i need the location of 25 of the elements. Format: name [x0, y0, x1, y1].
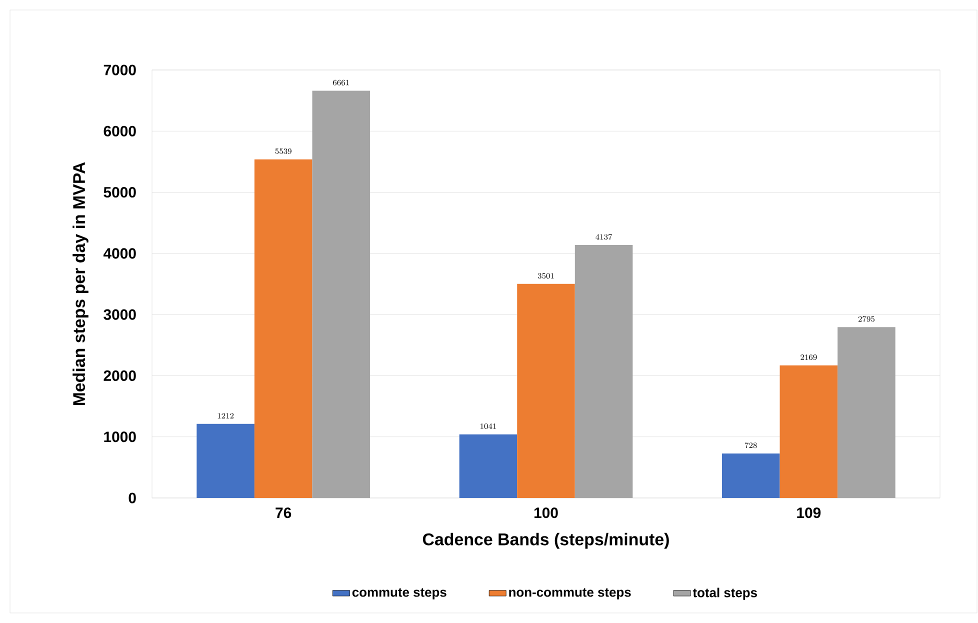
y-tick-label: 6000	[104, 126, 136, 136]
bar	[517, 284, 575, 498]
bar	[838, 327, 896, 498]
y-tick-label: 5000	[104, 186, 136, 198]
x-tick-label: 109	[797, 508, 821, 518]
bar	[722, 453, 780, 498]
x-tick-label: 100	[534, 508, 558, 518]
y-tick-label: 2000	[104, 370, 136, 381]
bar	[459, 434, 518, 498]
y-tick-label: 4000	[103, 248, 136, 259]
x-tick-label: 76	[276, 508, 292, 518]
bar	[312, 90, 370, 498]
bar	[196, 424, 254, 498]
x-axis-title: Cadence Bands (steps/minute)	[422, 532, 669, 549]
legend-label: non-commute steps	[509, 588, 631, 600]
legend-label: commute steps	[352, 588, 446, 600]
y-tick-label: 1000	[104, 432, 136, 442]
y-tick-label: 7000	[104, 64, 136, 76]
bar	[780, 365, 838, 498]
legend-label: total steps	[692, 588, 757, 600]
bar	[574, 245, 633, 498]
y-tick-label: 3000	[104, 309, 136, 320]
bar	[254, 159, 312, 498]
y-axis-title: Median steps per day in MVPA	[72, 162, 88, 406]
y-tick-label: 0	[128, 492, 136, 504]
